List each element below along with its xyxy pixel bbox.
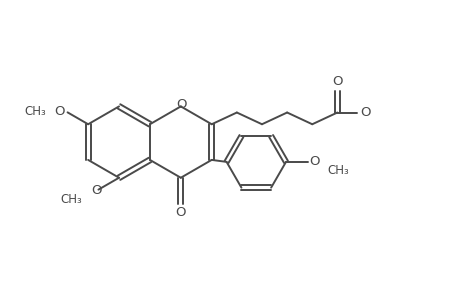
Text: O: O	[309, 155, 319, 168]
Text: O: O	[331, 75, 342, 88]
Text: O: O	[54, 105, 65, 118]
Text: O: O	[359, 106, 369, 119]
Text: O: O	[176, 98, 187, 111]
Text: O: O	[175, 206, 185, 219]
Text: CH₃: CH₃	[61, 193, 83, 206]
Text: CH₃: CH₃	[327, 164, 348, 177]
Text: O: O	[91, 184, 101, 197]
Text: CH₃: CH₃	[24, 105, 45, 118]
